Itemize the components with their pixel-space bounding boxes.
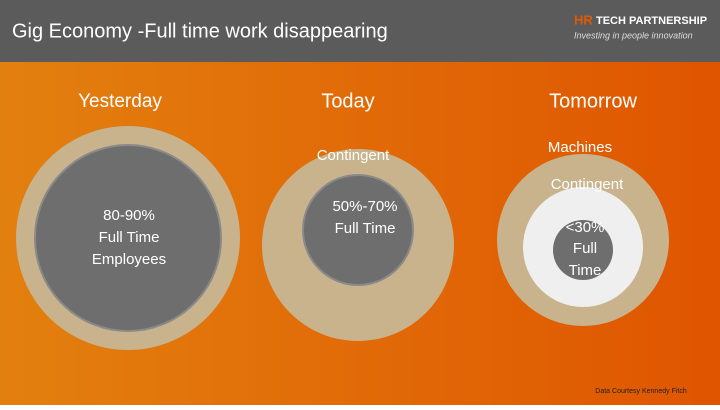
outer-label: Machines — [548, 139, 612, 156]
middle-label: Contingent — [551, 176, 624, 193]
title: Gig Economy -Full time work disappearing — [12, 20, 388, 42]
logo-tagline: Investing in people innovation — [574, 30, 693, 40]
core-label: Full — [573, 240, 597, 257]
column-heading: Yesterday — [78, 91, 162, 112]
core-label: 50%-70% — [332, 198, 397, 215]
logo-brand-a: HR — [574, 12, 593, 27]
core-label: Employees — [92, 251, 166, 268]
core-circle — [302, 174, 414, 286]
core-circle — [553, 220, 613, 280]
core-label: Full Time — [335, 220, 396, 237]
core-label: 80-90% — [103, 207, 155, 224]
column-heading: Today — [321, 90, 374, 112]
outer-label: Contingent — [317, 147, 390, 164]
column-heading: Tomorrow — [549, 90, 637, 112]
core-label: <30% — [566, 219, 605, 236]
core-label: Time — [569, 262, 602, 279]
footer: Data Courtesy Kennedy Fitch — [595, 388, 687, 395]
core-label: Full Time — [99, 229, 160, 246]
logo-brand-b: TECH PARTNERSHIP — [596, 15, 707, 27]
title-bar — [0, 0, 720, 62]
core-circle — [34, 144, 222, 332]
